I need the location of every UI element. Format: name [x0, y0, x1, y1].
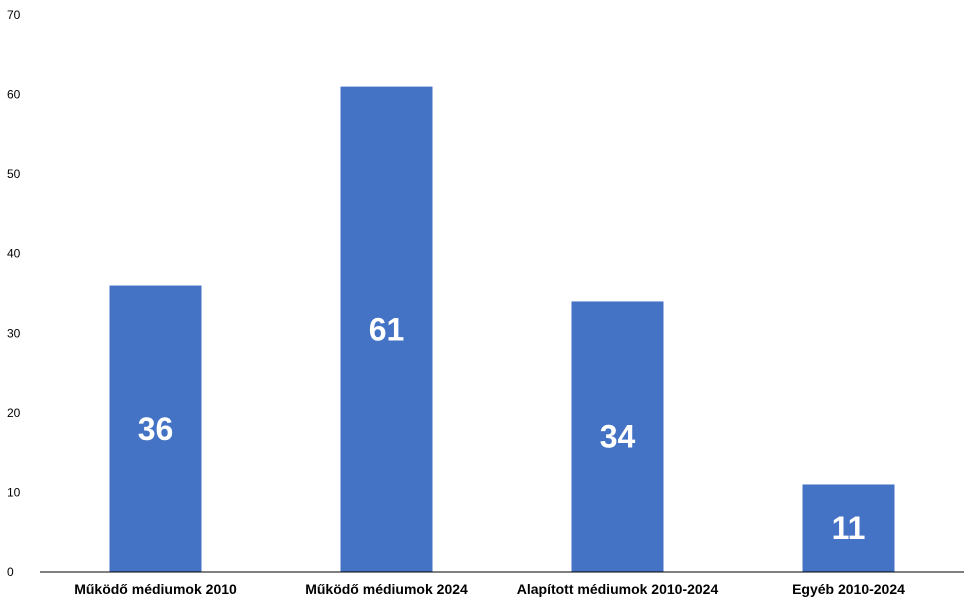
bar-4 [802, 484, 895, 572]
data-label: 11 [832, 510, 866, 546]
y-tick-label: 30 [7, 326, 21, 340]
y-tick-label: 60 [7, 88, 21, 102]
y-axis-ticks: 0 10 20 30 40 50 60 70 [7, 8, 21, 579]
y-tick-label: 20 [7, 406, 21, 420]
category-label: Egyéb 2010-2024 [792, 581, 905, 597]
category-labels: Működő médiumok 2010 Működő médiumok 2024… [74, 581, 905, 597]
bar-2 [340, 86, 433, 572]
data-label: 36 [138, 411, 174, 447]
data-label: 61 [369, 311, 405, 347]
category-label: Működő médiumok 2010 [74, 581, 237, 597]
category-label: Működő médiumok 2024 [305, 581, 468, 597]
y-tick-label: 0 [7, 565, 14, 579]
category-label: Alapított médiumok 2010-2024 [517, 581, 719, 597]
bar-1 [109, 285, 202, 572]
bars [109, 86, 895, 572]
y-tick-label: 10 [7, 485, 21, 499]
bar-3 [571, 301, 664, 572]
data-label: 34 [600, 419, 636, 455]
y-tick-label: 40 [7, 247, 21, 261]
y-tick-label: 70 [7, 8, 21, 22]
data-labels: 36 61 34 11 [138, 311, 866, 546]
y-tick-label: 50 [7, 167, 21, 181]
